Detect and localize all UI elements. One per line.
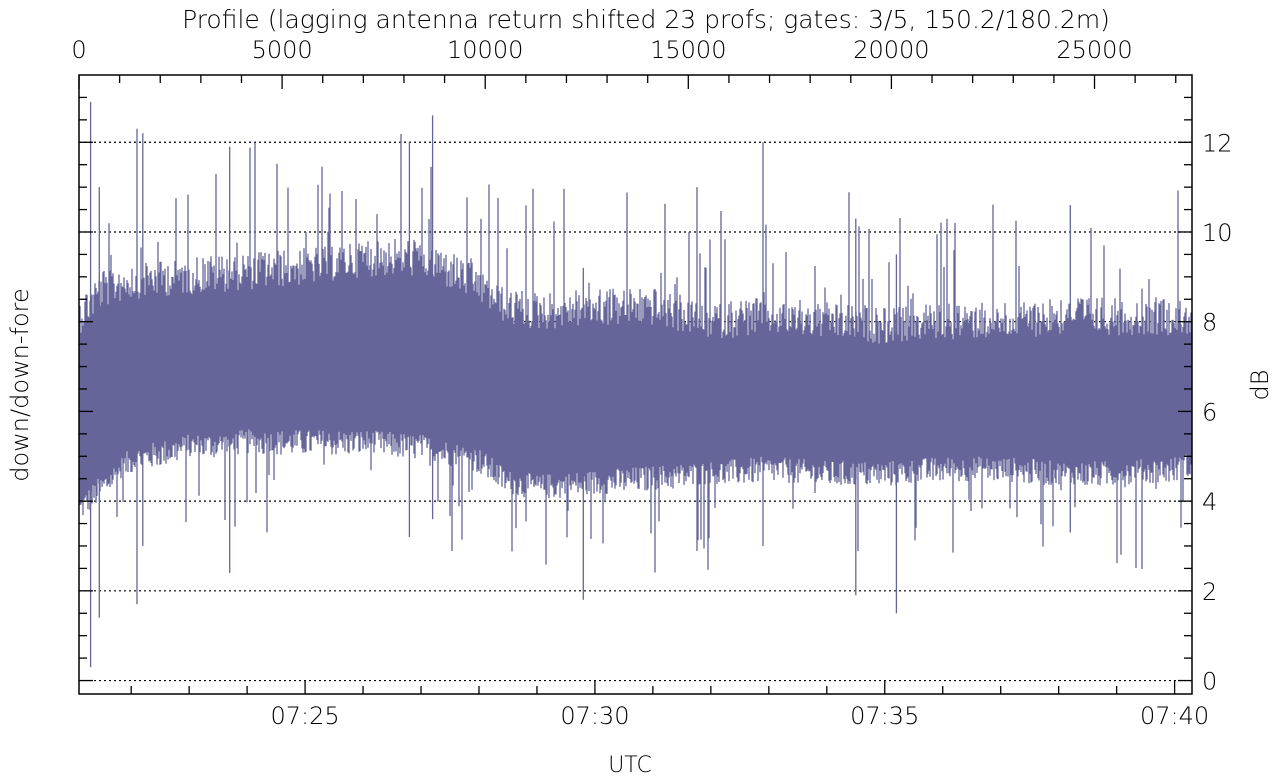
y-tick-label: 8 [1202, 309, 1217, 337]
data-series [79, 101, 1192, 668]
y-tick-label: 0 [1202, 668, 1217, 696]
x-tick-label-bottom: 07:35 [850, 702, 919, 730]
chart-title: Profile (lagging antenna return shifted … [182, 5, 1110, 34]
plot-frame [78, 74, 1193, 695]
x-tick-label-top: 0 [71, 36, 86, 64]
y-tick-label: 10 [1202, 219, 1233, 247]
y-axis-label-left: down/down-fore [6, 288, 34, 482]
x-tick-label-top: 25000 [1056, 36, 1132, 64]
y-tick-label: 12 [1202, 129, 1233, 157]
x-tick-label-bottom: 07:30 [560, 702, 629, 730]
series-trace [79, 101, 1192, 668]
x-tick-label-bottom: 07:25 [270, 702, 339, 730]
x-tick-label-top: 5000 [252, 36, 313, 64]
y-tick-label: 2 [1202, 578, 1217, 606]
x-tick-label-top: 10000 [447, 36, 523, 64]
y-axis-label-right: dB [1246, 370, 1274, 401]
x-tick-label-top: 20000 [853, 36, 929, 64]
axes: 0 2 4 6 8 10 12 07:25 07:30 07:35 07:40 0 5000 10000 1… [71, 36, 1232, 730]
x-tick-label-top: 15000 [650, 36, 726, 64]
y-tick-label: 4 [1202, 488, 1217, 516]
x-axis-label: UTC [608, 753, 652, 778]
y-tick-label: 6 [1202, 398, 1217, 426]
x-tick-label-bottom: 07:40 [1140, 702, 1209, 730]
